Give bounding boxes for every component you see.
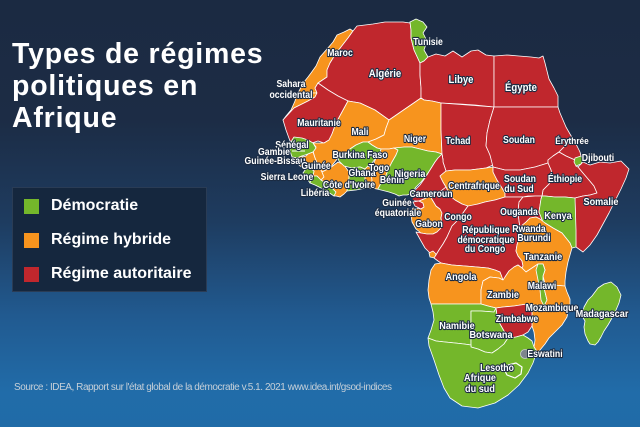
svg-text:démocratique: démocratique — [458, 235, 515, 246]
svg-text:Mauritanie: Mauritanie — [297, 118, 341, 129]
svg-text:Sénégal: Sénégal — [275, 140, 309, 151]
svg-text:Tunisie: Tunisie — [413, 37, 443, 48]
svg-text:Niger: Niger — [404, 134, 426, 145]
svg-text:Tanzanie: Tanzanie — [524, 251, 563, 263]
svg-text:Bénin: Bénin — [380, 175, 404, 186]
svg-text:occidental: occidental — [270, 90, 313, 101]
svg-text:Burundi: Burundi — [517, 233, 550, 244]
svg-text:Angola: Angola — [446, 271, 477, 283]
svg-text:Cameroun: Cameroun — [410, 189, 453, 200]
svg-text:Égypte: Égypte — [505, 81, 537, 94]
svg-text:Malawi: Malawi — [528, 281, 557, 292]
svg-text:Guinée-Bissau: Guinée-Bissau — [245, 156, 306, 167]
svg-text:Zambie: Zambie — [487, 289, 519, 301]
svg-text:Burkina Faso: Burkina Faso — [332, 150, 387, 161]
svg-text:Madagascar: Madagascar — [576, 308, 629, 320]
svg-text:Somalie: Somalie — [584, 196, 619, 208]
svg-text:Ghana: Ghana — [348, 168, 375, 179]
svg-text:Libéria: Libéria — [301, 188, 330, 199]
svg-text:Algérie: Algérie — [369, 68, 401, 80]
svg-text:Centrafrique: Centrafrique — [448, 181, 500, 192]
svg-text:équatoriale: équatoriale — [375, 208, 422, 219]
svg-text:Botswana: Botswana — [469, 329, 512, 341]
svg-text:du Sud: du Sud — [504, 184, 534, 195]
svg-text:Gambie: Gambie — [258, 147, 290, 158]
svg-text:Mali: Mali — [352, 127, 369, 138]
svg-text:Libye: Libye — [449, 74, 474, 86]
svg-text:Kenya: Kenya — [544, 210, 572, 222]
svg-text:du Congo: du Congo — [465, 244, 506, 255]
svg-text:Sahara: Sahara — [277, 79, 306, 90]
svg-text:Soudan: Soudan — [504, 174, 536, 185]
svg-text:Érythrée: Érythrée — [555, 136, 589, 147]
svg-text:Togo: Togo — [369, 163, 390, 174]
svg-text:Djibouti: Djibouti — [582, 153, 615, 164]
svg-text:Côte d'Ivoire: Côte d'Ivoire — [323, 180, 376, 191]
svg-text:Zimbabwe: Zimbabwe — [496, 314, 539, 325]
svg-text:République: République — [462, 225, 510, 236]
svg-text:Sierra Leone: Sierra Leone — [261, 172, 314, 183]
svg-text:Tchad: Tchad — [446, 136, 471, 147]
svg-text:Lesotho: Lesotho — [480, 363, 514, 374]
svg-text:du sud: du sud — [465, 383, 495, 395]
svg-text:Namibie: Namibie — [439, 320, 475, 332]
svg-text:Soudan: Soudan — [503, 135, 535, 146]
svg-text:Eswatini: Eswatini — [527, 349, 562, 360]
svg-text:Rwanda: Rwanda — [512, 224, 546, 235]
svg-text:Gabon: Gabon — [415, 219, 443, 230]
svg-text:Guinée: Guinée — [301, 161, 331, 172]
svg-text:Maroc: Maroc — [327, 48, 353, 59]
svg-text:Guinée: Guinée — [382, 198, 412, 209]
svg-text:Congo: Congo — [444, 212, 472, 223]
svg-text:Nigeria: Nigeria — [395, 168, 426, 180]
svg-text:Éthiopie: Éthiopie — [548, 172, 583, 185]
svg-text:Mozambique: Mozambique — [526, 303, 579, 314]
svg-text:Ouganda: Ouganda — [500, 207, 538, 218]
svg-text:Afrique: Afrique — [464, 372, 496, 384]
